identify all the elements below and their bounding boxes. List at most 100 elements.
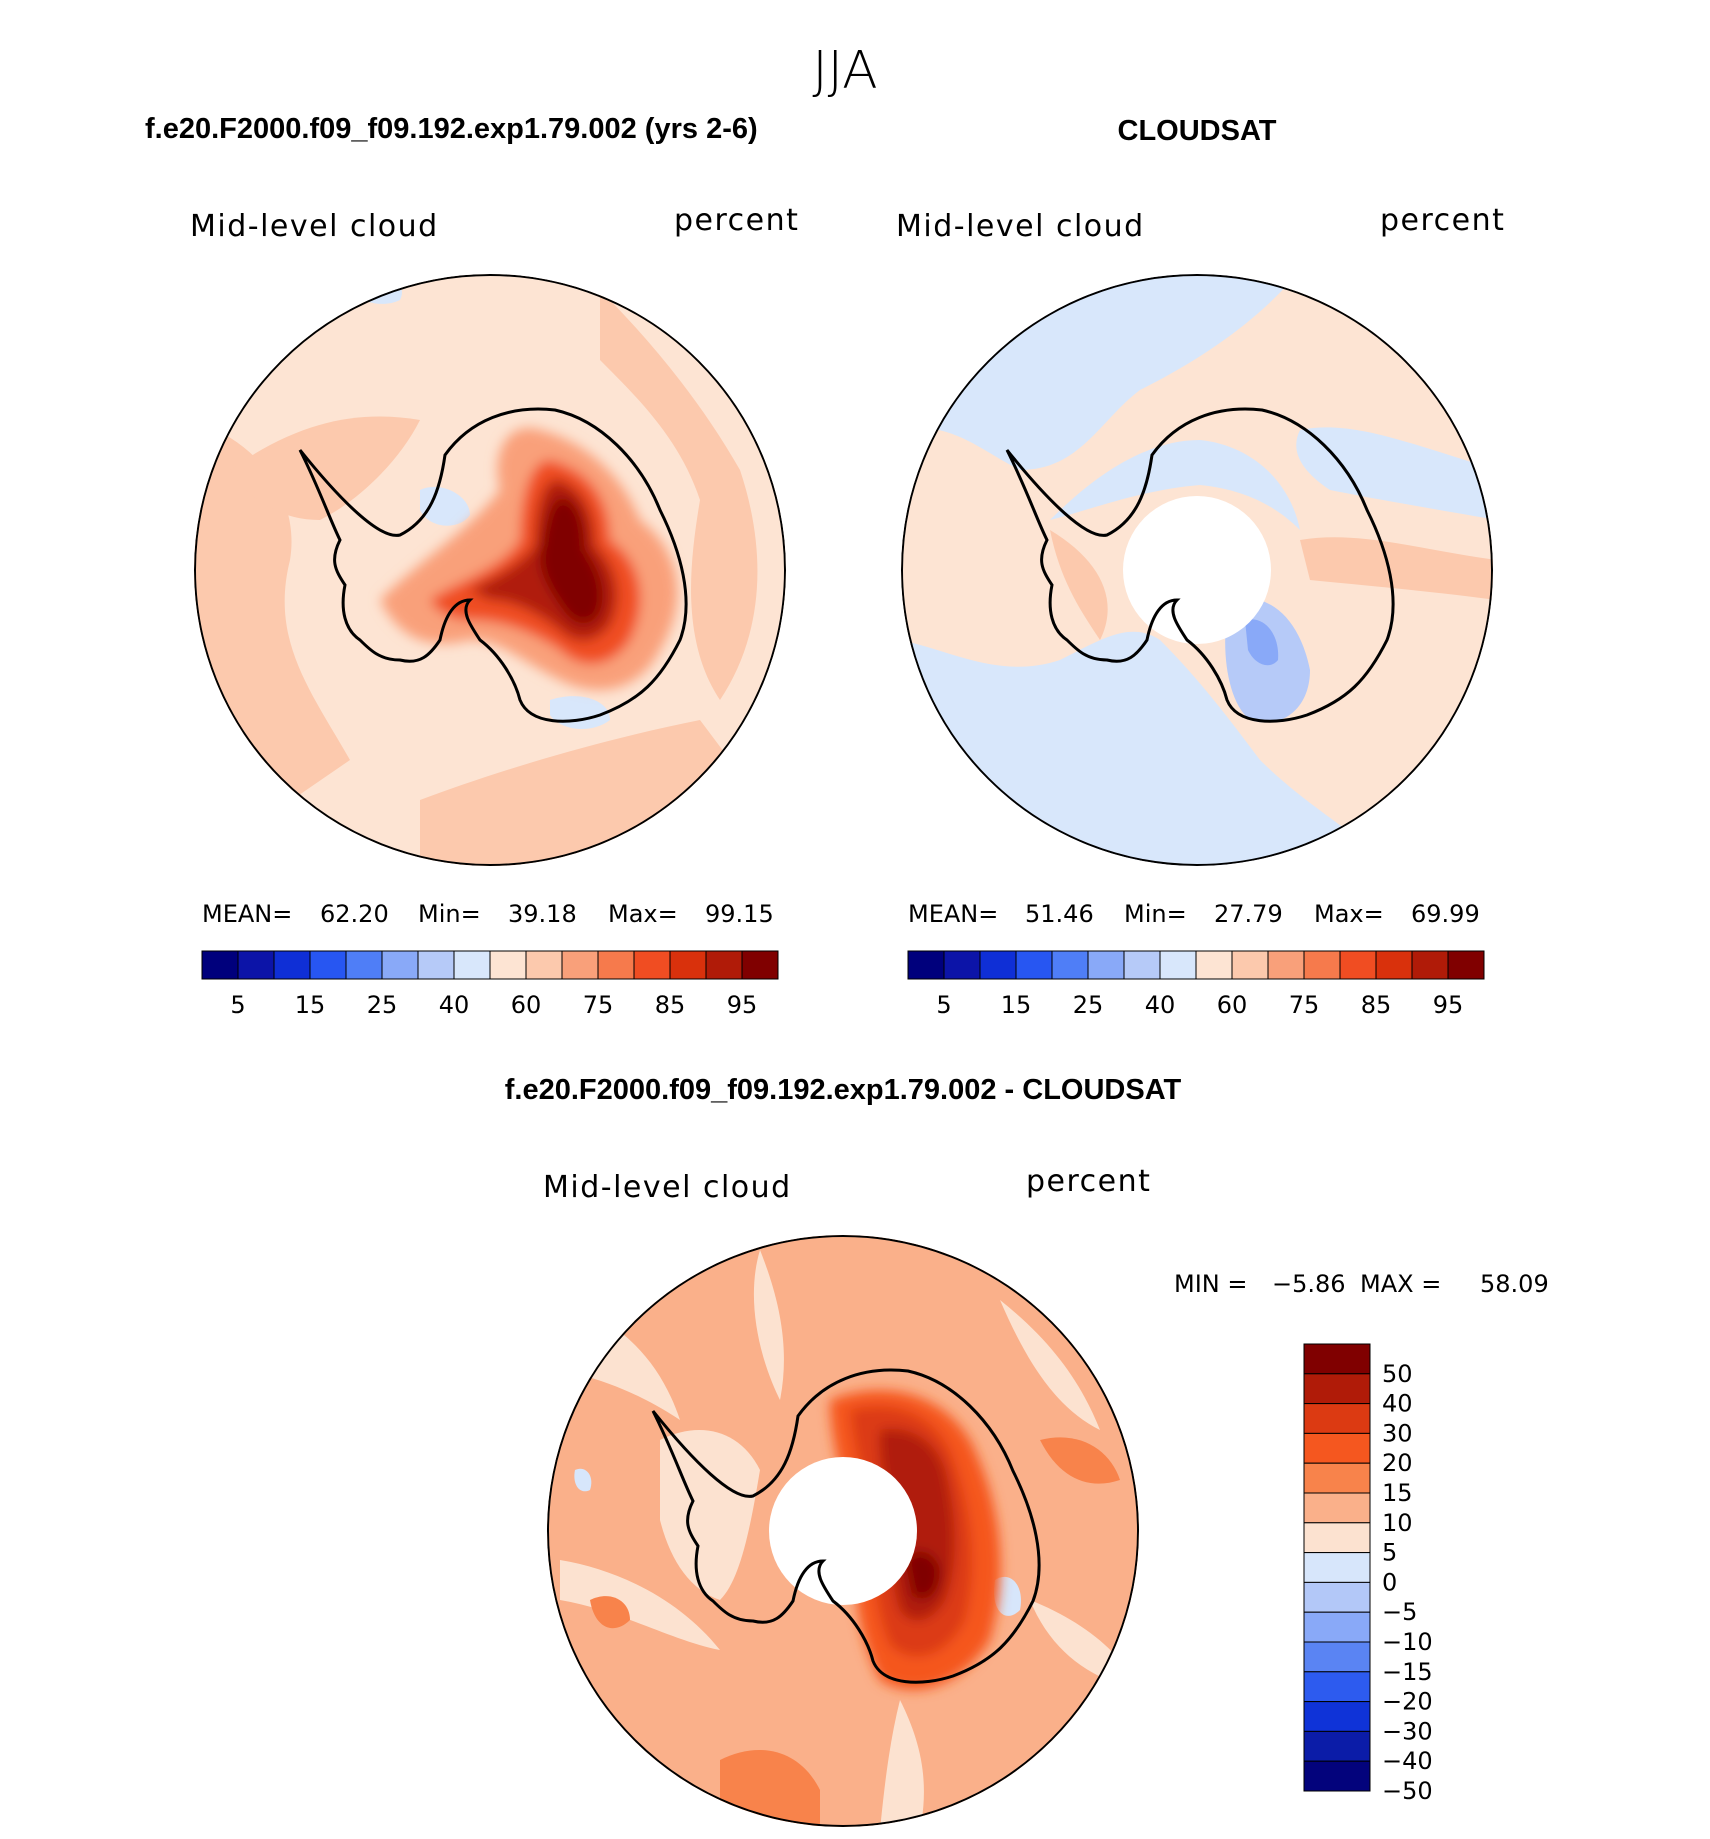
panel-obs: CLOUDSAT Mid-level cloud percent MEAN= 5… [896, 115, 1505, 1019]
colorbar-diff-swatch [1303, 1671, 1371, 1703]
colorbar-diff-tick-label: −5 [1382, 1598, 1417, 1626]
panel-obs-min-label: Min= [1124, 900, 1187, 928]
panel-obs-mean-value: 51.46 [1025, 900, 1094, 928]
panel-obs-colorbar: 5 15 25 40 60 75 85 95 [907, 950, 1485, 1019]
map-diff-contour-50 [905, 1551, 940, 1599]
map-obs-blue-east [1296, 427, 1493, 520]
colorbar-diff-tick-label: 15 [1382, 1479, 1413, 1507]
panel-model-mean-value: 62.20 [320, 900, 389, 928]
colorbar-diff-swatch [1303, 1581, 1371, 1613]
panel-diff-stats: MIN = −5.86 MAX = 58.09 [1174, 1270, 1549, 1298]
colorbar-model-swatch [345, 950, 383, 980]
colorbar-obs-tick-label: 40 [1145, 991, 1176, 1019]
colorbar-model-swatch [597, 950, 635, 980]
colorbar-obs-swatch [1375, 950, 1413, 980]
map-diff-blue-patch-east [994, 1576, 1021, 1616]
colorbar-diff-swatch [1303, 1760, 1371, 1792]
colorbar-model-swatch [525, 950, 563, 980]
colorbar-model-tick-label: 60 [511, 991, 542, 1019]
colorbar-diff-swatch [1303, 1373, 1371, 1405]
map-diff-light-band-2 [753, 1250, 784, 1400]
colorbar-obs-swatch [1123, 950, 1161, 980]
map-obs-border [901, 274, 1493, 866]
panel-diff-max-value: 58.09 [1480, 1270, 1549, 1298]
map-diff-dark-patch-west [590, 1596, 630, 1629]
colorbar-model-swatch [381, 950, 419, 980]
colorbar-diff-tick-label: −20 [1382, 1688, 1433, 1716]
colorbar-diff-tick-label: 40 [1382, 1390, 1413, 1418]
map-obs-peach-band-west [1050, 530, 1108, 640]
panel-model-mean-label: MEAN= [202, 900, 292, 928]
map-obs-blue-patch-inner [1245, 619, 1279, 666]
panel-model-stats: MEAN= 62.20 Min= 39.18 Max= 99.15 [202, 900, 774, 928]
colorbar-diff-tick-label: 0 [1382, 1568, 1397, 1596]
panel-obs-max-value: 69.99 [1411, 900, 1480, 928]
map-model-shade-east [600, 290, 758, 700]
map-diff-light-band-4 [560, 1560, 720, 1650]
map-model-contour-95 [540, 497, 603, 624]
map-model-light-blue-patch [420, 486, 470, 526]
panel-diff-header: f.e20.F2000.f09_f09.192.exp1.79.002 - CL… [505, 1074, 1182, 1106]
colorbar-model-tick-label: 25 [367, 991, 398, 1019]
colorbar-diff-swatch [1303, 1641, 1371, 1673]
panel-diff-min-value: −5.86 [1272, 1270, 1346, 1298]
map-obs-peach-band-east [1300, 537, 1493, 600]
panel-obs-units-label: percent [1380, 203, 1505, 238]
colorbar-diff-tick-label: −10 [1382, 1628, 1433, 1656]
colorbar-model-swatch [669, 950, 707, 980]
map-diff-coastline [651, 1368, 1041, 1684]
map-model-coastline [298, 407, 688, 723]
colorbar-model-swatch [417, 950, 455, 980]
panel-diff-variable-label: Mid-level cloud [543, 1170, 792, 1205]
figure-title: JJA [812, 41, 877, 101]
colorbar-model-swatch [237, 950, 275, 980]
panel-obs-mean-label: MEAN= [908, 900, 998, 928]
panel-diff-map [547, 1235, 1139, 1827]
panel-diff: f.e20.F2000.f09_f09.192.exp1.79.002 - CL… [505, 1074, 1549, 1827]
colorbar-model-tick-label: 85 [655, 991, 686, 1019]
panel-obs-stats: MEAN= 51.46 Min= 27.79 Max= 69.99 [908, 900, 1480, 928]
colorbar-diff-swatch [1303, 1522, 1371, 1554]
colorbar-model-tick-label: 75 [583, 991, 614, 1019]
colorbar-diff-swatch [1303, 1492, 1371, 1524]
colorbar-obs-swatch [1303, 950, 1341, 980]
map-obs-coastline [1005, 407, 1395, 723]
colorbar-obs-swatch [1087, 950, 1125, 980]
panel-model-map [194, 274, 786, 866]
colorbar-model-swatch [561, 950, 599, 980]
colorbar-obs-tick-label: 75 [1289, 991, 1320, 1019]
panel-model-min-label: Min= [418, 900, 481, 928]
colorbar-model-swatch [201, 950, 239, 980]
colorbar-model-swatch [633, 950, 671, 980]
panel-model-max-value: 99.15 [705, 900, 774, 928]
panel-model: f.e20.F2000.f09_f09.192.exp1.79.002 (yrs… [145, 113, 799, 1019]
colorbar-obs-swatch [1267, 950, 1305, 980]
colorbar-obs-swatch [1231, 950, 1269, 980]
colorbar-model-tick-label: 5 [230, 991, 245, 1019]
colorbar-obs-swatch [907, 950, 945, 980]
colorbar-diff-swatch [1303, 1343, 1371, 1375]
colorbar-obs-tick-label: 15 [1001, 991, 1032, 1019]
colorbar-diff-tick-label: 50 [1382, 1360, 1413, 1388]
colorbar-model-tick-label: 95 [727, 991, 758, 1019]
panel-obs-map [901, 274, 1493, 866]
colorbar-obs-swatch [943, 950, 981, 980]
colorbar-diff-tick-label: −15 [1382, 1658, 1433, 1686]
colorbar-obs-tick-label: 25 [1073, 991, 1104, 1019]
colorbar-diff-swatch [1303, 1701, 1371, 1732]
panel-obs-variable-label: Mid-level cloud [896, 209, 1145, 244]
colorbar-diff-swatch [1303, 1462, 1371, 1494]
colorbar-obs-swatch [1195, 950, 1233, 980]
colorbar-obs-swatch [979, 950, 1017, 980]
panel-obs-min-value: 27.79 [1214, 900, 1283, 928]
colorbar-diff-tick-label: −40 [1382, 1747, 1433, 1775]
panel-diff-min-label: MIN = [1174, 1270, 1247, 1298]
map-model-shade-north [230, 416, 420, 520]
colorbar-obs-tick-label: 85 [1361, 991, 1392, 1019]
colorbar-diff-swatch [1303, 1552, 1371, 1583]
map-diff-missing-data-hole [769, 1457, 917, 1605]
panel-model-units-label: percent [674, 203, 799, 238]
colorbar-model-swatch [705, 950, 743, 980]
colorbar-diff-swatch [1303, 1611, 1371, 1643]
